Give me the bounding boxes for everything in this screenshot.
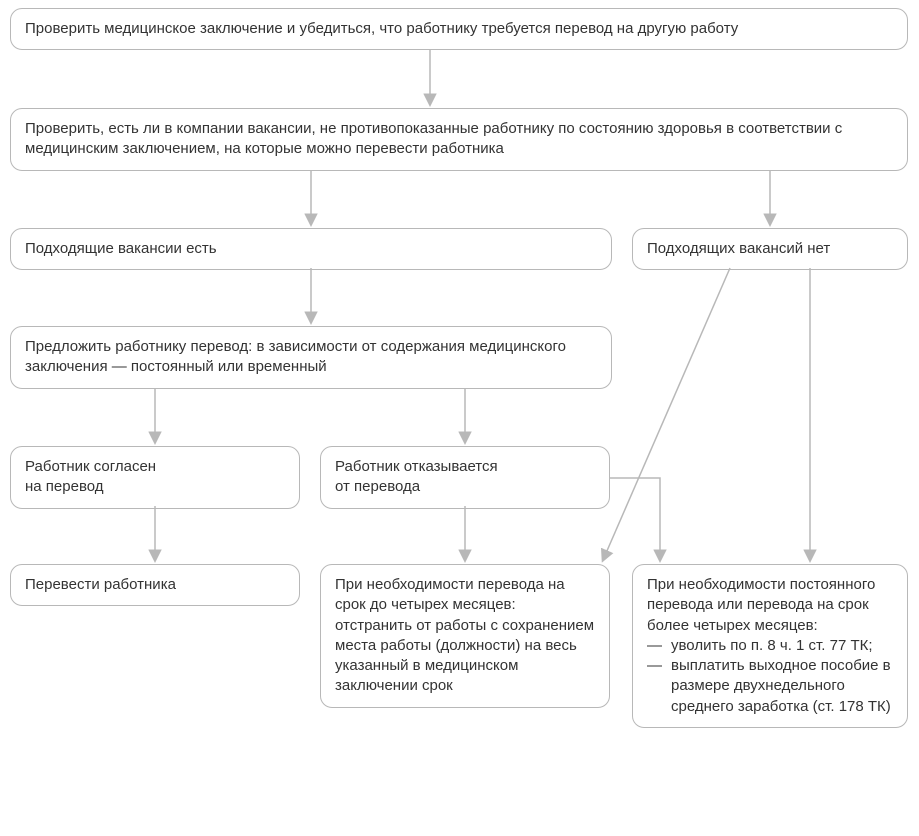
node-text: Проверить, есть ли в компании вакансии, …: [25, 120, 842, 157]
node-bullet: уволить по п. 8 ч. 1 ст. 77 ТК;: [647, 636, 893, 656]
edge-elbow: [610, 478, 660, 560]
node-text-line1: Работник согласен: [25, 458, 156, 475]
node-transfer: Перевести работника: [10, 564, 300, 606]
node-vacancies-no: Подходящих вакансий нет: [632, 228, 908, 270]
node-suspend: При необходимости перевода на срок до че…: [320, 564, 610, 708]
node-text: Подходящих вакансий нет: [647, 240, 830, 257]
node-text: Перевести работника: [25, 576, 176, 593]
node-check-vacancies: Проверить, есть ли в компании вакансии, …: [10, 108, 908, 171]
node-check-medical: Проверить медицинское заключение и убеди…: [10, 8, 908, 50]
node-text-line2: на перевод: [25, 478, 104, 495]
node-vacancies-yes: Подходящие вакансии есть: [10, 228, 612, 270]
node-text-line2: от перевода: [335, 478, 420, 495]
node-employee-refuses: Работник отказывается от перевода: [320, 446, 610, 509]
edge: [603, 268, 730, 560]
node-text: Предложить работнику перевод: в зависимо…: [25, 338, 566, 375]
node-dismiss: При необходимости постоянного перевода и…: [632, 564, 908, 728]
node-text: При необходимости перевода на срок до че…: [335, 576, 594, 694]
node-text: Проверить медицинское заключение и убеди…: [25, 20, 738, 37]
node-bullet-list: уволить по п. 8 ч. 1 ст. 77 ТК; выплатит…: [647, 636, 893, 717]
node-text-line1: Работник отказывается: [335, 458, 498, 475]
node-text: Подходящие вакансии есть: [25, 240, 217, 257]
node-offer-transfer: Предложить работнику перевод: в зависимо…: [10, 326, 612, 389]
node-intro: При необходимости постоянного перевода и…: [647, 576, 875, 634]
node-bullet: выплатить выходное пособие в размере дву…: [647, 656, 893, 717]
node-employee-agrees: Работник согласен на перевод: [10, 446, 300, 509]
